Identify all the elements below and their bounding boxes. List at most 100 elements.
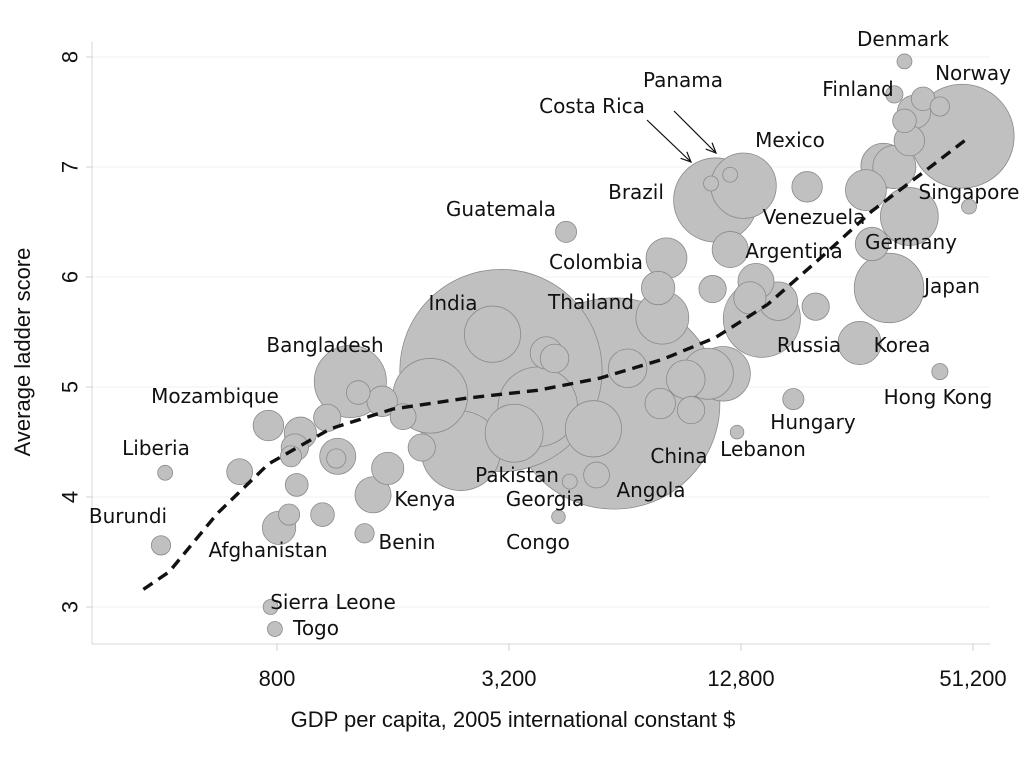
arrow-panama: [673, 110, 718, 155]
bubble-cambodia: [389, 403, 417, 431]
trend-line: [142, 135, 971, 591]
bubble-mozambique: [252, 409, 285, 442]
bubble-peru: [641, 270, 676, 306]
bubble-denmark: [896, 53, 913, 70]
label-georgia: Georgia: [506, 487, 584, 511]
bubble-nepal: [313, 403, 342, 432]
label-costa-rica: Costa Rica: [539, 94, 645, 118]
label-colombia: Colombia: [549, 250, 643, 274]
label-togo: Togo: [292, 616, 339, 640]
label-burundi: Burundi: [89, 504, 167, 528]
bubble-togo: [267, 621, 283, 637]
bubble-ukraine: [607, 348, 648, 388]
bubble-sweden: [892, 108, 917, 134]
bubble-chile: [733, 281, 767, 315]
label-finland: Finland: [822, 77, 893, 101]
bubble-benin: [354, 523, 375, 544]
bubble-liberia: [157, 464, 174, 481]
bubble-united-kingdom: [872, 145, 917, 189]
label-india: India: [428, 291, 477, 315]
label-venezuela: Venezuela: [763, 205, 866, 229]
x-tick-label: 800: [259, 666, 296, 691]
label-china: China: [650, 444, 707, 468]
bubble-iraq: [677, 396, 706, 425]
bubble-kenya: [354, 476, 392, 514]
x-ticks: 800 3,200 12,800 51,200: [259, 644, 1007, 691]
label-congo: Congo: [506, 530, 570, 554]
y-ticks: 3 4 5 6 7 8: [58, 51, 92, 613]
annotation-arrows: [646, 110, 718, 164]
bubble-italy: [854, 226, 890, 262]
label-lebanon: Lebanon: [720, 437, 806, 461]
y-axis-label: Average ladder score: [10, 248, 35, 457]
label-bangladesh: Bangladesh: [266, 333, 383, 357]
bubble-costa-rica: [703, 175, 719, 192]
bubble-angola: [583, 461, 610, 489]
label-singapore: Singapore: [919, 180, 1020, 204]
label-denmark: Denmark: [857, 27, 949, 51]
y-tick-label: 4: [58, 491, 83, 503]
bubbles: [150, 53, 1015, 637]
label-liberia: Liberia: [122, 436, 190, 460]
bubble-vietnam: [484, 403, 544, 463]
y-tick-label: 8: [58, 51, 83, 63]
x-axis-label: GDP per capita, 2005 international const…: [291, 707, 736, 732]
label-mozambique: Mozambique: [151, 384, 279, 408]
y-tick-label: 3: [58, 601, 83, 613]
y-tick-label: 6: [58, 271, 83, 283]
bubble-hungary: [782, 388, 805, 411]
label-hungary: Hungary: [770, 410, 856, 434]
bubble-singapore: [961, 198, 977, 215]
label-russia: Russia: [777, 333, 841, 357]
bubble-panama: [722, 166, 739, 183]
label-brazil: Brazil: [608, 180, 664, 204]
y-tick-label: 7: [58, 161, 83, 173]
bubble-venezuela: [791, 171, 823, 203]
bubble-malawi: [226, 458, 253, 486]
label-guatemala: Guatemala: [446, 197, 556, 221]
bubble-south-africa: [666, 359, 706, 399]
bubble-egypt: [564, 400, 622, 458]
bubble-finland: [885, 85, 904, 104]
axes: [91, 42, 990, 645]
bubble-argentina: [711, 231, 749, 268]
bubble-niger: [278, 503, 301, 526]
bubble-burkina-faso: [310, 502, 335, 527]
bubble-switzerland: [929, 96, 950, 117]
bubble-spain: [845, 169, 887, 211]
y-tick-label: 5: [58, 381, 83, 393]
bubble-kazakhstan: [698, 275, 727, 304]
label-benin: Benin: [379, 530, 436, 554]
x-tick-label: 3,200: [481, 666, 536, 691]
label-mexico: Mexico: [755, 128, 825, 152]
bubble-burundi: [150, 535, 172, 556]
bubble-cameroon: [407, 433, 436, 462]
label-argentina: Argentina: [745, 239, 843, 263]
label-japan: Japan: [922, 274, 980, 298]
bubble-hong-kong: [931, 363, 949, 381]
label-sierra-leone: Sierra Leone: [270, 590, 396, 614]
arrow-costa-rica: [646, 119, 693, 164]
label-norway: Norway: [935, 61, 1011, 85]
bubble-haiti: [326, 448, 347, 469]
bubble-madagascar: [284, 473, 309, 497]
label-hong-kong: Hong Kong: [884, 385, 993, 409]
bubble-zambia: [346, 380, 371, 405]
bubble-sierra-leone: [262, 599, 279, 615]
label-thailand: Thailand: [547, 290, 634, 314]
bubble-myanmar: [371, 451, 405, 485]
label-kenya: Kenya: [394, 487, 455, 511]
label-panama: Panama: [643, 68, 723, 92]
label-angola: Angola: [616, 478, 685, 502]
bubble-mali: [280, 445, 303, 468]
bubble-japan: [853, 252, 925, 324]
label-afghanistan: Afghanistan: [208, 538, 327, 562]
bubble-algeria: [644, 387, 676, 420]
bubble-korea: [837, 321, 882, 365]
label-pakistan: Pakistan: [475, 463, 559, 487]
bubble-lebanon: [729, 424, 745, 440]
trend-layer: [142, 135, 971, 591]
label-korea: Korea: [874, 333, 931, 357]
bubble-guatemala: [555, 220, 578, 243]
